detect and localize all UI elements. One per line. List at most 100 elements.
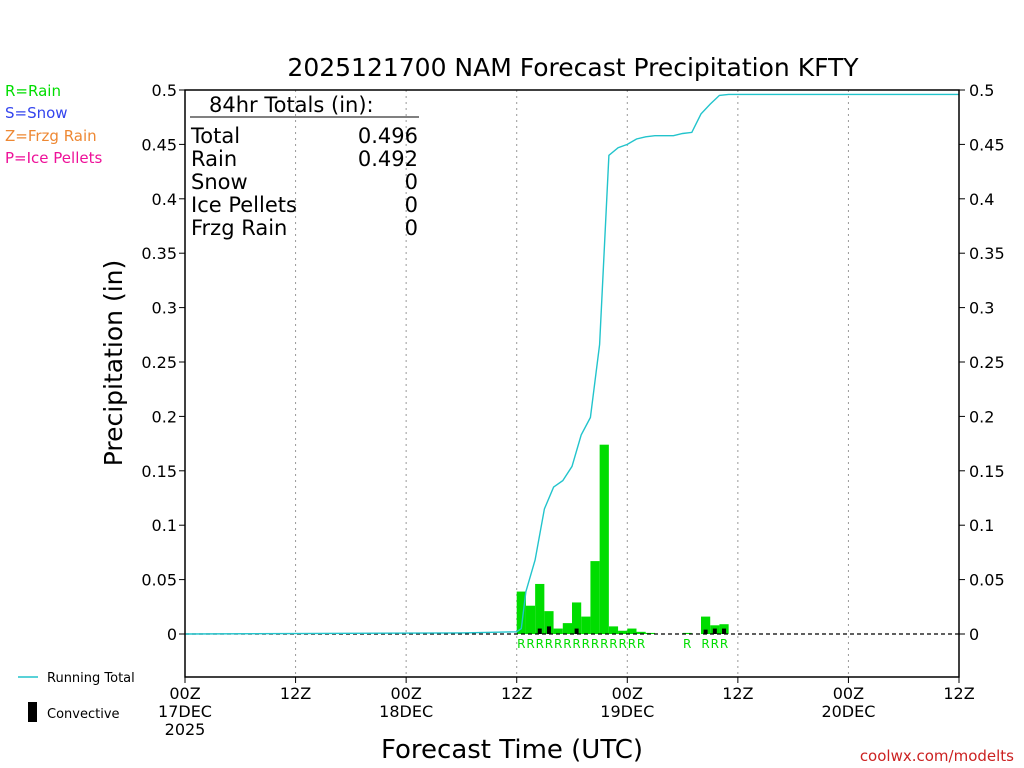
precip-bar-18 bbox=[701, 616, 711, 634]
precip-bar-7 bbox=[581, 616, 591, 634]
convective-bar-1 bbox=[546, 626, 551, 634]
x-tick-label-0-0: 00Z bbox=[169, 684, 200, 703]
plot-frame bbox=[184, 89, 960, 678]
y-tick-label-right-10: 0.5 bbox=[969, 81, 994, 100]
y-tick-label-left-0: 0 bbox=[167, 625, 177, 644]
y-axis-label: Precipitation (in) bbox=[99, 260, 128, 467]
running-total-polyline bbox=[184, 93, 959, 635]
x-tick-label-4-0: 00Z bbox=[612, 684, 643, 703]
y-tick-label-left-9: 0.45 bbox=[141, 135, 177, 154]
y-tick-label-left-10: 0.5 bbox=[152, 81, 177, 100]
x-axis-label: Forecast Time (UTC) bbox=[381, 735, 643, 765]
precip-bar-11 bbox=[618, 630, 628, 634]
precip-bar-9 bbox=[599, 444, 609, 634]
ptype-marker-9: R bbox=[600, 637, 608, 651]
convective-swatch bbox=[28, 702, 37, 722]
precip-bar-3 bbox=[544, 611, 554, 634]
precip-bar-10 bbox=[608, 626, 619, 634]
ptype-marker-5: R bbox=[563, 637, 571, 651]
y-tick-label-left-3: 0.15 bbox=[141, 462, 177, 481]
ptype-marker-4: R bbox=[554, 637, 562, 651]
legend-rain: R=Rain bbox=[5, 82, 61, 100]
ptype-marker-12: R bbox=[628, 637, 636, 651]
totals-value-3: 0 bbox=[405, 193, 418, 217]
ptype-marker-8: R bbox=[591, 637, 599, 651]
y-tick-label-right-2: 0.1 bbox=[969, 516, 994, 535]
ptype-marker-14: R bbox=[683, 637, 691, 651]
totals-heading: 84hr Totals (in): bbox=[209, 93, 374, 117]
legend-convective: Convective bbox=[47, 707, 120, 722]
ptype-marker-2: R bbox=[536, 637, 544, 651]
ptype-marker-11: R bbox=[619, 637, 627, 651]
y-tick-label-right-0: 0 bbox=[969, 625, 979, 644]
x-tick-label-0-2: 2025 bbox=[165, 720, 206, 739]
x-tick-label-1-0: 12Z bbox=[280, 684, 311, 703]
y-tick-label-right-4: 0.2 bbox=[969, 407, 994, 426]
ptype-marker-15: R bbox=[701, 637, 709, 651]
precip-bar-13 bbox=[636, 631, 646, 634]
x-tick-label-5-0: 12Z bbox=[722, 684, 753, 703]
totals-value-0: 0.496 bbox=[358, 124, 418, 148]
precip-bar-6 bbox=[572, 602, 582, 634]
x-tick-label-7-0: 12Z bbox=[943, 684, 974, 703]
precip-bars bbox=[516, 444, 729, 635]
totals-box: 84hr Totals (in): Total 0.496 Rain 0.492 Sno… bbox=[190, 93, 419, 240]
ptype-marker-3: R bbox=[545, 637, 553, 651]
totals-label-4: Frzg Rain bbox=[191, 216, 287, 240]
y-tick-label-left-5: 0.25 bbox=[141, 353, 177, 372]
ptype-marker-0: R bbox=[517, 637, 525, 651]
precip-bar-2 bbox=[535, 583, 545, 634]
x-tick-label-6-0: 00Z bbox=[833, 684, 864, 703]
y-tick-label-left-7: 0.35 bbox=[141, 244, 177, 263]
y-tick-label-right-6: 0.3 bbox=[969, 299, 994, 318]
x-tick-label-2-1: 18DEC bbox=[379, 702, 433, 721]
y-tick-label-right-3: 0.15 bbox=[969, 462, 1005, 481]
x-tick-label-0-1: 17DEC bbox=[158, 702, 212, 721]
ptype-marker-16: R bbox=[711, 637, 719, 651]
convective-bars bbox=[537, 626, 727, 634]
precip-bar-5 bbox=[562, 623, 572, 634]
running-total-line bbox=[184, 93, 959, 635]
convective-bar-3 bbox=[703, 629, 708, 634]
totals-value-4: 0 bbox=[405, 216, 418, 240]
y-tick-label-right-8: 0.4 bbox=[969, 190, 994, 209]
ptype-marker-13: R bbox=[637, 637, 645, 651]
ptype-marker-10: R bbox=[609, 637, 617, 651]
legend-ice: P=Ice Pellets bbox=[5, 149, 102, 167]
ptype-marker-17: R bbox=[720, 637, 728, 651]
convective-bar-5 bbox=[722, 628, 727, 634]
precip-bar-8 bbox=[590, 561, 600, 634]
y-tick-label-left-4: 0.2 bbox=[152, 407, 177, 426]
totals-value-1: 0.492 bbox=[358, 147, 418, 171]
totals-label-3: Ice Pellets bbox=[191, 193, 297, 217]
ptype-marker-6: R bbox=[572, 637, 580, 651]
x-tick-label-4-1: 19DEC bbox=[600, 702, 654, 721]
convective-bar-2 bbox=[574, 628, 579, 634]
ptype-marker-1: R bbox=[526, 637, 534, 651]
precip-bar-12 bbox=[627, 628, 637, 634]
ptype-marker-7: R bbox=[582, 637, 590, 651]
precip-bar-16 bbox=[682, 632, 692, 634]
x-tick-label-3-0: 12Z bbox=[501, 684, 532, 703]
totals-label-0: Total bbox=[190, 124, 240, 148]
chart-title: 2025121700 NAM Forecast Precipitation KF… bbox=[287, 53, 859, 82]
precip-bar-4 bbox=[553, 628, 563, 634]
y-tick-label-left-2: 0.1 bbox=[152, 516, 177, 535]
y-tick-label-right-9: 0.45 bbox=[969, 135, 1005, 154]
y-tick-label-right-1: 0.05 bbox=[969, 571, 1005, 590]
legend-snow: S=Snow bbox=[5, 104, 68, 122]
legend-frzg: Z=Frzg Rain bbox=[5, 127, 97, 145]
x-tick-label-2-0: 00Z bbox=[390, 684, 421, 703]
convective-bar-0 bbox=[537, 628, 542, 634]
totals-value-2: 0 bbox=[405, 170, 418, 194]
y-tick-label-left-1: 0.05 bbox=[141, 571, 177, 590]
grid bbox=[295, 90, 849, 677]
y-tick-label-right-5: 0.25 bbox=[969, 353, 1005, 372]
totals-label-1: Rain bbox=[191, 147, 237, 171]
x-tick-label-6-1: 20DEC bbox=[821, 702, 875, 721]
y-tick-label-left-6: 0.3 bbox=[152, 299, 177, 318]
convective-bar-4 bbox=[712, 628, 717, 634]
legend-running-total: Running Total bbox=[47, 671, 135, 686]
